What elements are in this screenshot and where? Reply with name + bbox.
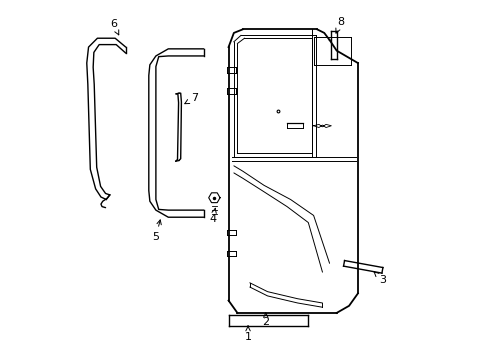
Text: 7: 7 xyxy=(184,94,197,104)
Text: 3: 3 xyxy=(373,272,386,285)
Text: 6: 6 xyxy=(110,19,119,35)
Text: 5: 5 xyxy=(152,220,161,242)
Text: 2: 2 xyxy=(262,313,269,327)
Text: 4: 4 xyxy=(208,208,216,224)
Text: 1: 1 xyxy=(244,326,251,342)
Text: 8: 8 xyxy=(335,17,344,33)
